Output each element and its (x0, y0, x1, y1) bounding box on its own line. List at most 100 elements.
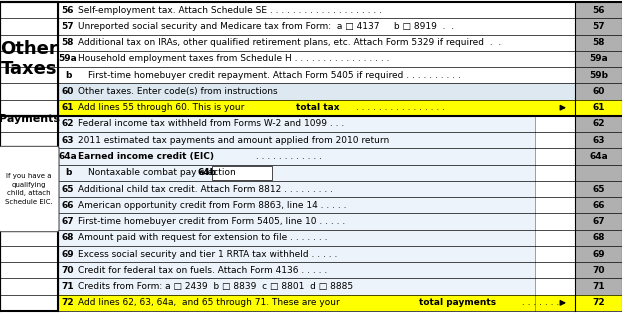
Text: Self-employment tax. Attach Schedule SE . . . . . . . . . . . . . . . . . . . .: Self-employment tax. Attach Schedule SE … (78, 6, 382, 15)
Text: 61: 61 (62, 103, 74, 112)
Text: b: b (65, 71, 71, 80)
Text: Unreported social security and Medicare tax from Form:  a □ 4137     b □ 8919  .: Unreported social security and Medicare … (78, 22, 454, 31)
Bar (58, 148, 535, 165)
Text: 64a: 64a (589, 152, 608, 161)
Text: 71: 71 (62, 282, 74, 291)
Bar (535, 246, 575, 262)
Bar (575, 18, 622, 34)
Text: total tax: total tax (297, 103, 340, 112)
Text: 63: 63 (62, 136, 74, 145)
Bar (211, 166, 272, 180)
Text: Excess social security and tier 1 RRTA tax withheld . . . . .: Excess social security and tier 1 RRTA t… (78, 249, 337, 259)
Text: . . . . . . . . . . . .: . . . . . . . . . . . . (254, 152, 322, 161)
Bar (575, 148, 622, 165)
Bar (575, 2, 622, 18)
Bar (575, 132, 622, 148)
Bar (535, 279, 575, 295)
Text: Household employment taxes from Schedule H . . . . . . . . . . . . . . . . .: Household employment taxes from Schedule… (78, 54, 389, 64)
Text: First-time homebuyer credit from Form 5405, line 10 . . . . .: First-time homebuyer credit from Form 54… (78, 217, 345, 226)
Text: 59a: 59a (58, 54, 77, 64)
Bar (575, 51, 622, 67)
Text: 66: 66 (62, 201, 74, 210)
Bar (58, 213, 535, 230)
Text: Additional tax on IRAs, other qualified retirement plans, etc. Attach Form 5329 : Additional tax on IRAs, other qualified … (78, 38, 501, 47)
Bar (58, 295, 622, 311)
Bar (58, 246, 535, 262)
FancyBboxPatch shape (0, 146, 59, 232)
Bar (575, 67, 622, 83)
Text: 56: 56 (62, 6, 74, 15)
Text: 71: 71 (592, 282, 605, 291)
Text: Nontaxable combat pay election: Nontaxable combat pay election (88, 168, 236, 177)
Bar (58, 100, 622, 116)
Bar (575, 34, 622, 51)
Text: 58: 58 (62, 38, 74, 47)
Bar (58, 83, 575, 100)
Text: 56: 56 (592, 6, 605, 15)
Bar (575, 246, 622, 262)
Text: 70: 70 (592, 266, 605, 275)
Bar (535, 262, 575, 279)
Bar (535, 148, 575, 165)
Bar (58, 230, 535, 246)
Text: 69: 69 (62, 249, 74, 259)
Bar (58, 197, 535, 213)
Text: . . . . . . .: . . . . . . . (519, 298, 559, 307)
Bar (58, 116, 535, 132)
Bar (535, 181, 575, 197)
Bar (575, 230, 622, 246)
Text: b: b (65, 168, 71, 177)
Text: 67: 67 (62, 217, 74, 226)
Text: 61: 61 (592, 103, 605, 112)
Text: Amount paid with request for extension to file . . . . . . .: Amount paid with request for extension t… (78, 233, 328, 242)
Text: 62: 62 (62, 120, 74, 128)
Bar (535, 295, 575, 311)
Text: 65: 65 (62, 185, 74, 193)
Text: 57: 57 (592, 22, 605, 31)
Text: 57: 57 (62, 22, 74, 31)
Text: . . . . . . . . . . . . . . . .: . . . . . . . . . . . . . . . . (353, 103, 445, 112)
Bar (58, 181, 535, 197)
Text: 66: 66 (592, 201, 605, 210)
Bar (535, 230, 575, 246)
Bar (575, 83, 622, 100)
Bar (535, 116, 575, 132)
Text: Credits from Form: a □ 2439  b □ 8839  c □ 8801  d □ 8885: Credits from Form: a □ 2439 b □ 8839 c □… (78, 282, 353, 291)
Text: 67: 67 (592, 217, 605, 226)
Text: Federal income tax withheld from Forms W-2 and 1099 . . .: Federal income tax withheld from Forms W… (78, 120, 344, 128)
Text: 68: 68 (592, 233, 605, 242)
Bar (58, 165, 535, 181)
Text: Additional child tax credit. Attach Form 8812 . . . . . . . . .: Additional child tax credit. Attach Form… (78, 185, 333, 193)
Text: total payments: total payments (419, 298, 496, 307)
Bar (535, 132, 575, 148)
Text: Add lines 55 through 60. This is your: Add lines 55 through 60. This is your (78, 103, 248, 112)
Text: 70: 70 (62, 266, 74, 275)
Text: If you have a
qualifying
child, attach
Schedule EIC.: If you have a qualifying child, attach S… (5, 173, 53, 205)
Text: 63: 63 (592, 136, 605, 145)
Bar (58, 132, 535, 148)
Text: Add lines 62, 63, 64a,  and 65 through 71. These are your: Add lines 62, 63, 64a, and 65 through 71… (78, 298, 343, 307)
Text: 68: 68 (62, 233, 74, 242)
Bar (58, 262, 535, 279)
Text: 2011 estimated tax payments and amount applied from 2010 return: 2011 estimated tax payments and amount a… (78, 136, 389, 145)
Text: American opportunity credit from Form 8863, line 14 . . . . .: American opportunity credit from Form 88… (78, 201, 346, 210)
Text: 64b: 64b (198, 168, 216, 177)
Bar (535, 213, 575, 230)
Text: 60: 60 (62, 87, 74, 96)
Text: 72: 72 (62, 298, 74, 307)
Text: 58: 58 (592, 38, 605, 47)
Bar (575, 197, 622, 213)
Text: 59a: 59a (589, 54, 608, 64)
Text: Other
Taxes: Other Taxes (0, 39, 58, 78)
Text: 69: 69 (592, 249, 605, 259)
Text: 60: 60 (592, 87, 605, 96)
Text: Earned income credit (EIC): Earned income credit (EIC) (78, 152, 214, 161)
Bar (575, 262, 622, 279)
Bar (0, 2, 58, 116)
Bar (0, 116, 58, 311)
Bar (575, 116, 622, 132)
Bar (575, 295, 622, 311)
Text: Credit for federal tax on fuels. Attach Form 4136 . . . . .: Credit for federal tax on fuels. Attach … (78, 266, 327, 275)
Bar (58, 279, 535, 295)
Bar (535, 197, 575, 213)
